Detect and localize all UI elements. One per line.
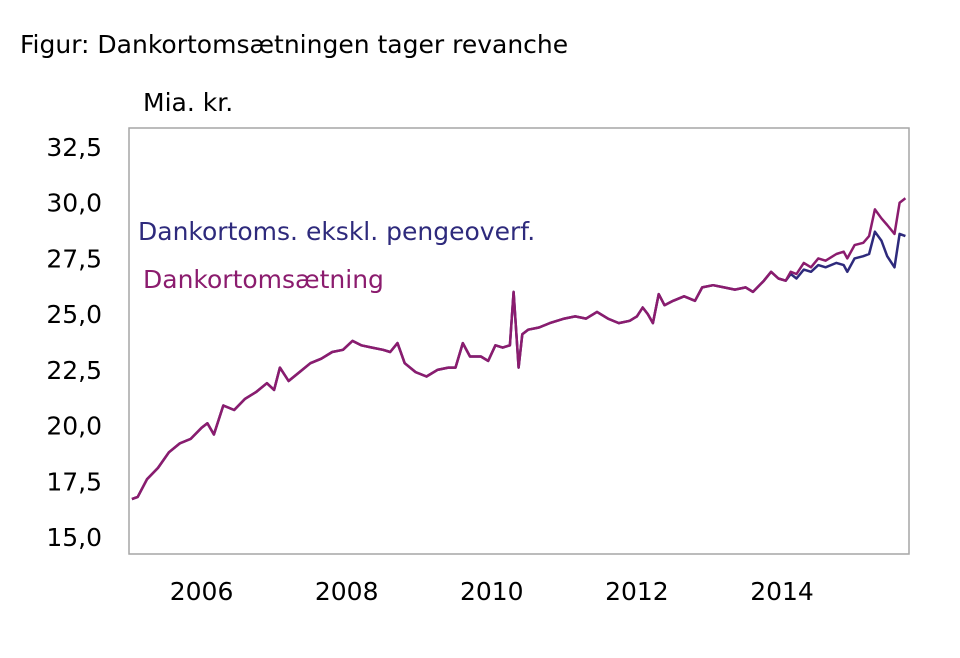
y-tick-label: 32,5: [46, 133, 102, 162]
y-axis-ticks: 32,5 30,0 27,5 25,0 22,5 20,0 17,5 15,0: [46, 133, 102, 552]
y-tick-label: 17,5: [46, 467, 102, 496]
x-axis-ticks: 2006 2008 2010 2012 2014: [170, 577, 814, 606]
y-axis-unit-label: Mia. kr.: [143, 88, 234, 117]
x-tick-label: 2014: [750, 577, 814, 606]
y-tick-label: 22,5: [46, 356, 102, 385]
x-tick-label: 2010: [460, 577, 524, 606]
series-line-dankortomsaetning: [131, 197, 907, 501]
x-tick-label: 2008: [315, 577, 379, 606]
y-tick-label: 30,0: [46, 189, 102, 218]
x-tick-label: 2006: [170, 577, 234, 606]
legend-entry-excl-pengeoverf: Dankortoms. ekskl. pengeoverf.: [138, 217, 535, 246]
y-tick-label: 27,5: [46, 244, 102, 273]
series-lines: [131, 197, 907, 501]
legend-entry-dankortomsaetning: Dankortomsætning: [143, 265, 384, 294]
figure-title: Figur: Dankortomsætningen tager revanche: [20, 30, 569, 59]
x-tick-label: 2012: [605, 577, 669, 606]
plot-area-frame: [128, 127, 910, 555]
y-tick-label: 15,0: [46, 523, 102, 552]
y-tick-label: 20,0: [46, 412, 102, 441]
y-tick-label: 25,0: [46, 300, 102, 329]
